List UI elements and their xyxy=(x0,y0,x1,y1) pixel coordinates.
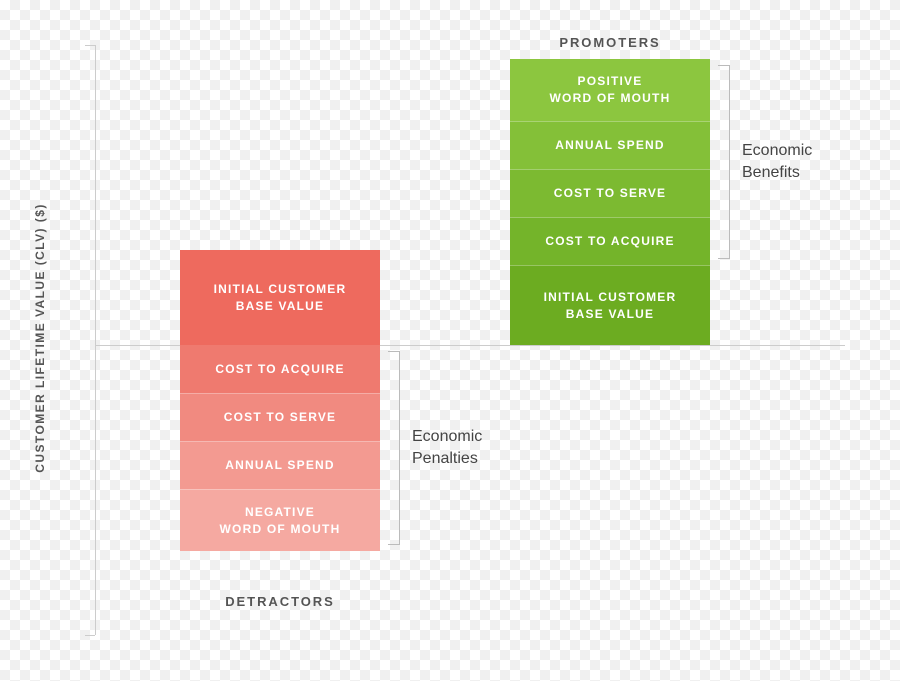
promoters-above-seg-0: POSITIVEWORD OF MOUTH xyxy=(510,59,710,121)
detractors-below-seg-2: ANNUAL SPEND xyxy=(180,441,380,489)
detractors-below-seg-0: COST TO ACQUIRE xyxy=(180,345,380,393)
promoters-above-seg-3: COST TO ACQUIRE xyxy=(510,217,710,265)
bracket-label-benefits: EconomicBenefits xyxy=(742,140,812,183)
y-axis-label: CUSTOMER LIFETIME VALUE (CLV) ($) xyxy=(33,203,47,473)
promoters-label: PROMOTERS xyxy=(510,35,710,50)
detractors-below-seg-3: NEGATIVEWORD OF MOUTH xyxy=(180,489,380,551)
promoters-above-seg-2: COST TO SERVE xyxy=(510,169,710,217)
bracket-label-penalties: EconomicPenalties xyxy=(412,426,482,469)
y-axis-bottom-tick xyxy=(85,635,95,636)
detractors-above-stack: INITIAL CUSTOMERBASE VALUE xyxy=(180,250,380,345)
detractors-below-stack: COST TO ACQUIRECOST TO SERVEANNUAL SPEND… xyxy=(180,345,380,551)
promoters-above-seg-4: INITIAL CUSTOMERBASE VALUE xyxy=(510,265,710,345)
bracket-penalties xyxy=(388,351,400,545)
y-axis-line xyxy=(95,45,96,635)
bracket-benefits xyxy=(718,65,730,259)
detractors-label: DETRACTORS xyxy=(180,594,380,609)
clv-chart: CUSTOMER LIFETIME VALUE (CLV) ($) INITIAL… xyxy=(0,0,900,681)
detractors-above-seg-0: INITIAL CUSTOMERBASE VALUE xyxy=(180,250,380,345)
promoters-above-stack: POSITIVEWORD OF MOUTHANNUAL SPENDCOST TO… xyxy=(510,59,710,345)
detractors-below-seg-1: COST TO SERVE xyxy=(180,393,380,441)
y-axis-top-tick xyxy=(85,45,95,46)
promoters-above-seg-1: ANNUAL SPEND xyxy=(510,121,710,169)
